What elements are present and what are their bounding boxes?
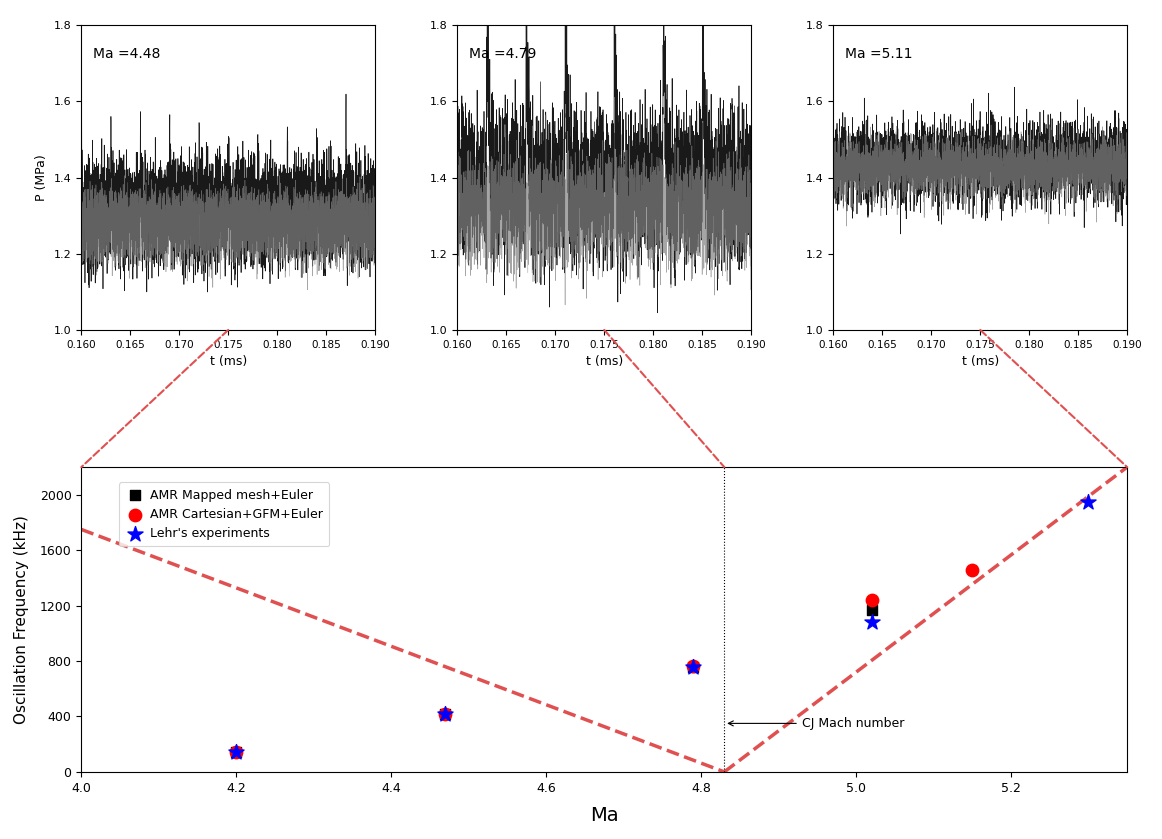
Lehr's experiments [862, 616, 881, 629]
AMR Mapped mesh+Euler [227, 746, 245, 759]
Text: Ma =5.11: Ma =5.11 [845, 46, 912, 60]
AMR Cartesian+GFM+Euler [227, 745, 245, 758]
AMR Cartesian+GFM+Euler [862, 593, 881, 607]
Y-axis label: Oscillation Frequency (kHz): Oscillation Frequency (kHz) [14, 515, 29, 724]
Text: CJ Mach number: CJ Mach number [729, 717, 904, 730]
Lehr's experiments [684, 660, 703, 674]
AMR Mapped mesh+Euler [436, 707, 454, 721]
X-axis label: t (ms): t (ms) [586, 355, 623, 368]
X-axis label: Ma: Ma [590, 805, 618, 825]
Legend: AMR Mapped mesh+Euler, AMR Cartesian+GFM+Euler, Lehr's experiments: AMR Mapped mesh+Euler, AMR Cartesian+GFM… [119, 482, 329, 546]
AMR Cartesian+GFM+Euler [684, 659, 703, 673]
Y-axis label: P (MPa): P (MPa) [35, 154, 49, 201]
Text: Ma =4.48: Ma =4.48 [93, 46, 160, 60]
AMR Cartesian+GFM+Euler [436, 707, 454, 721]
X-axis label: t (ms): t (ms) [962, 355, 999, 368]
AMR Mapped mesh+Euler [862, 603, 881, 617]
AMR Cartesian+GFM+Euler [963, 563, 982, 576]
AMR Mapped mesh+Euler [684, 660, 703, 674]
Lehr's experiments [1079, 495, 1098, 508]
X-axis label: t (ms): t (ms) [209, 355, 246, 368]
Text: Ma =4.79: Ma =4.79 [469, 46, 537, 60]
Lehr's experiments [436, 707, 454, 721]
Lehr's experiments [227, 745, 245, 758]
